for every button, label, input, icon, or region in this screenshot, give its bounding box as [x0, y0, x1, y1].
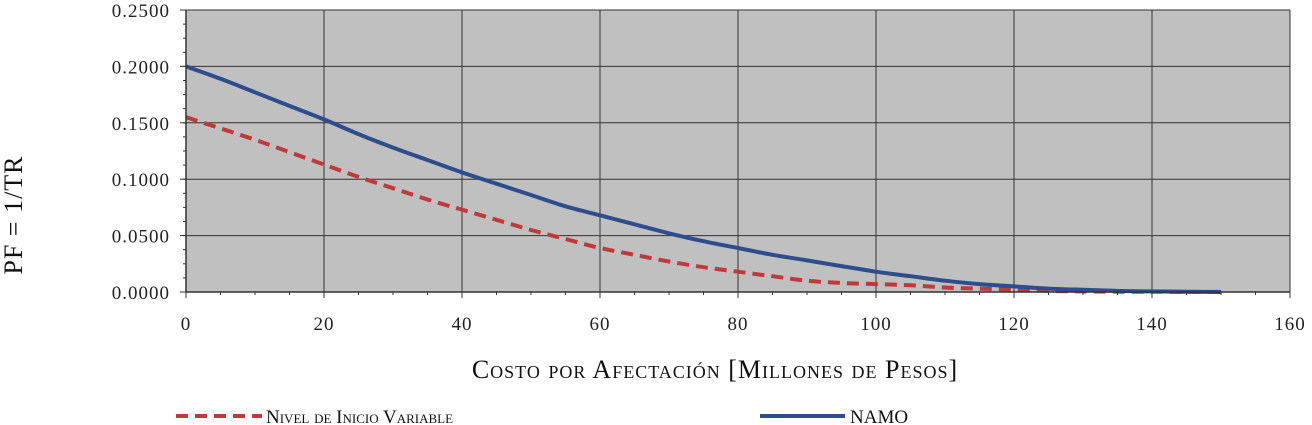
series-lines	[185, 64, 1222, 294]
y-tick-labels: 0.0000 0.0500 0.1000 0.1500 0.2000 0.2500	[112, 1, 170, 304]
x-tick-label: 140	[1136, 314, 1168, 335]
legend-label-namo: NAMO	[850, 407, 908, 425]
x-tick-label: 160	[1274, 314, 1306, 335]
y-tick-label: 0.1500	[112, 114, 170, 135]
axes	[180, 9, 1291, 298]
x-tick-label: 0	[181, 314, 192, 335]
x-tick-label: 40	[452, 314, 473, 335]
y-tick-label: 0.0500	[112, 227, 170, 248]
x-tick-label: 80	[728, 314, 749, 335]
y-tick-label: 0.0000	[112, 283, 170, 304]
y-tick-label: 0.2000	[112, 57, 170, 78]
x-tick-label: 60	[590, 314, 611, 335]
y-axis-title: PF = 1/TR	[0, 155, 28, 274]
x-tick-label: 120	[998, 314, 1030, 335]
legend-label-nivel-de-inicio-variable: Nivel de Inicio Variable	[266, 407, 453, 425]
legend: Nivel de Inicio Variable NAMO	[176, 407, 908, 425]
x-axis-title: Costo por Afectación [Millones de Pesos]	[472, 355, 958, 384]
series-line-nivel-de-inicio-variable	[185, 115, 1222, 294]
x-tick-labels: 0 20 40 60 80 100 120 140 160	[181, 314, 1306, 335]
y-tick-label: 0.1000	[112, 170, 170, 191]
y-tick-label: 0.2500	[112, 1, 170, 22]
x-tick-label: 20	[314, 314, 335, 335]
x-tick-label: 100	[860, 314, 892, 335]
series-line-namo	[185, 64, 1222, 294]
